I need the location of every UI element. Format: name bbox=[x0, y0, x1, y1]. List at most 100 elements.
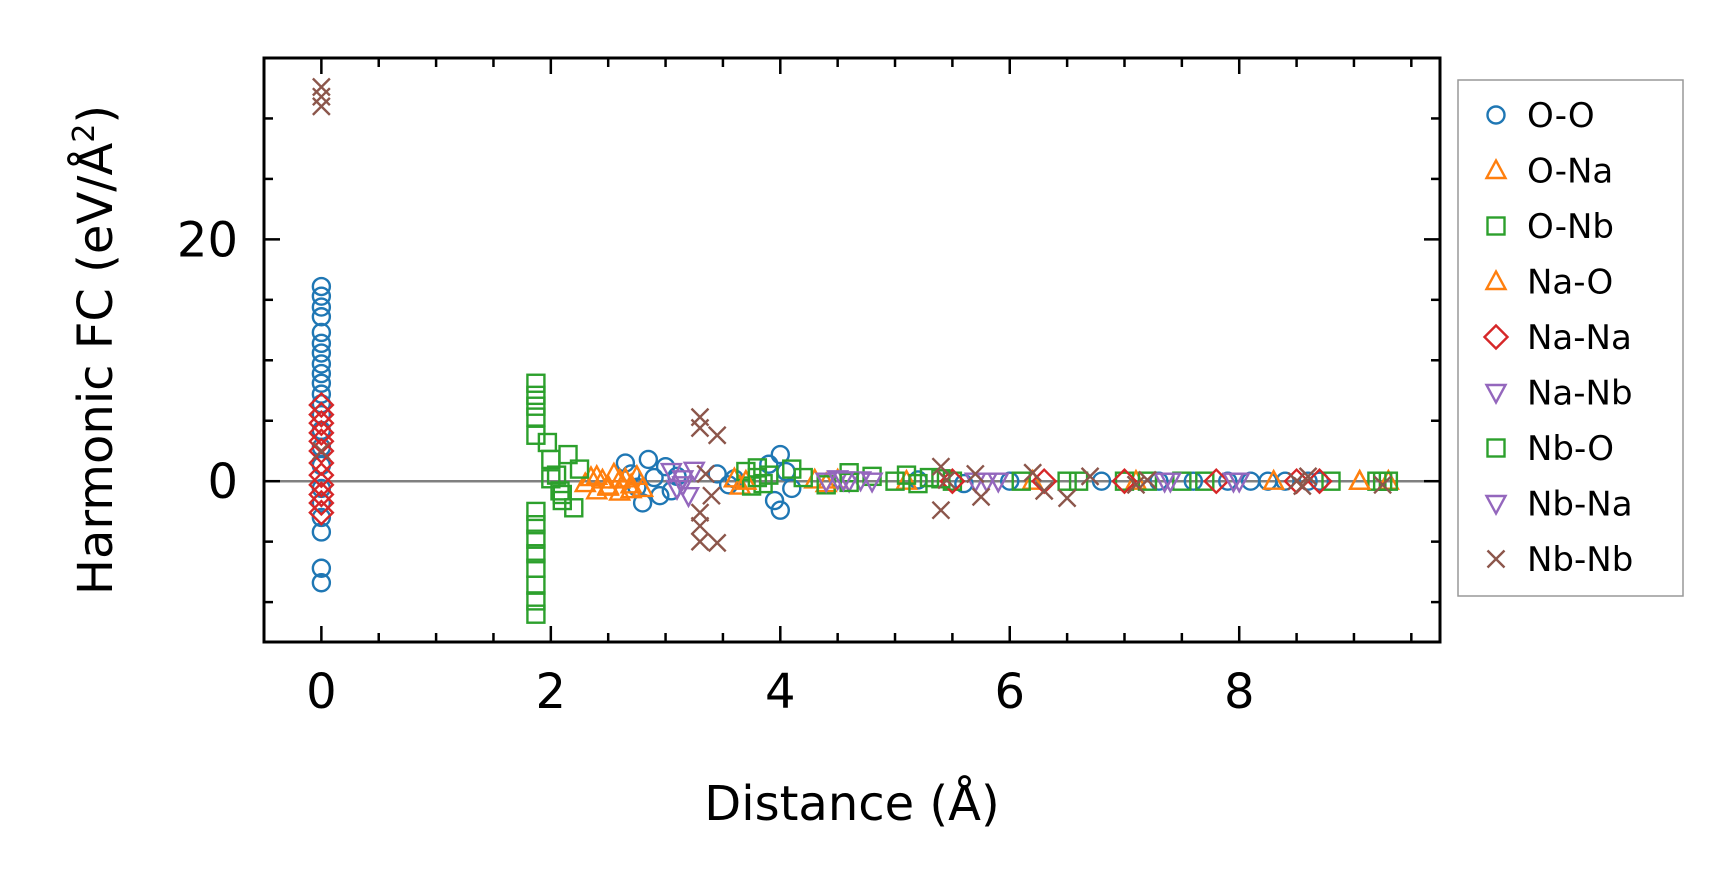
data-point bbox=[308, 499, 335, 526]
series-na-na bbox=[308, 391, 1333, 526]
data-point bbox=[971, 487, 991, 507]
data-point bbox=[1021, 468, 1045, 490]
legend-marker bbox=[1482, 323, 1510, 351]
x-tick-label: 2 bbox=[536, 664, 567, 720]
y-tick-label: 20 bbox=[177, 212, 238, 268]
data-point bbox=[860, 472, 884, 494]
data-point bbox=[311, 373, 332, 393]
axis-ticks bbox=[262, 56, 1440, 642]
data-point bbox=[690, 516, 710, 536]
data-point bbox=[308, 489, 335, 517]
data-point bbox=[311, 354, 332, 374]
data-point bbox=[782, 478, 802, 499]
x-tick-labels: 0 2 4 6 8 bbox=[306, 664, 1254, 720]
legend-label: O-Na bbox=[1527, 152, 1613, 192]
legend-label: Na-Na bbox=[1527, 318, 1632, 358]
data-point bbox=[1348, 468, 1372, 490]
data-point bbox=[814, 472, 838, 494]
data-point bbox=[619, 477, 643, 499]
data-point bbox=[311, 276, 332, 297]
data-point bbox=[793, 467, 813, 488]
data-point bbox=[552, 484, 573, 505]
legend-label: O-O bbox=[1527, 96, 1595, 136]
data-point bbox=[579, 465, 603, 487]
legend-label: Nb-Na bbox=[1527, 485, 1633, 525]
series-o-o bbox=[311, 276, 1330, 593]
plot-frame bbox=[262, 56, 1442, 644]
data-point bbox=[1227, 472, 1251, 494]
data-point bbox=[1306, 467, 1333, 495]
data-point bbox=[690, 503, 710, 522]
data-point bbox=[526, 604, 546, 624]
legend-label: Na-O bbox=[1527, 263, 1613, 303]
data-point bbox=[931, 500, 951, 520]
y-tick-labels: 0 20 bbox=[177, 212, 238, 510]
legend-label: O-Nb bbox=[1527, 207, 1614, 247]
data-point bbox=[682, 461, 706, 483]
data-point bbox=[526, 425, 546, 445]
data-point bbox=[1275, 471, 1295, 491]
data-point bbox=[707, 425, 727, 445]
data-point bbox=[526, 575, 546, 595]
y-axis-title-main: Harmonic FC (eV/Å bbox=[67, 143, 124, 596]
data-point bbox=[311, 573, 332, 593]
data-point bbox=[537, 432, 558, 453]
data-point bbox=[526, 385, 546, 406]
data-point bbox=[1183, 471, 1204, 491]
data-point bbox=[1298, 467, 1318, 486]
data-point bbox=[728, 473, 752, 495]
data-point bbox=[1373, 475, 1392, 495]
x-tick-label: 6 bbox=[994, 664, 1025, 720]
data-point bbox=[608, 467, 632, 489]
data-point bbox=[1262, 468, 1286, 490]
data-points bbox=[308, 77, 1400, 624]
legend-marker bbox=[1486, 549, 1506, 569]
x-tick-label: 0 bbox=[306, 664, 337, 720]
data-point bbox=[1172, 471, 1192, 491]
data-point bbox=[1195, 471, 1215, 491]
data-point bbox=[311, 307, 332, 327]
legend-label: Nb-Nb bbox=[1527, 540, 1633, 580]
data-point bbox=[1000, 471, 1020, 491]
data-point bbox=[690, 418, 710, 438]
data-point bbox=[734, 468, 758, 490]
data-point bbox=[312, 77, 331, 97]
data-point bbox=[937, 470, 957, 490]
data-point bbox=[1126, 475, 1146, 495]
data-point bbox=[975, 472, 999, 494]
data-point bbox=[759, 465, 779, 485]
data-point bbox=[311, 507, 332, 528]
data-point bbox=[894, 468, 919, 490]
data-point bbox=[308, 409, 335, 437]
legend-marker bbox=[1486, 105, 1506, 125]
data-point bbox=[690, 532, 710, 551]
data-point bbox=[311, 493, 332, 513]
data-point bbox=[707, 464, 727, 484]
data-point bbox=[526, 396, 546, 416]
data-point bbox=[558, 444, 578, 465]
data-point bbox=[638, 449, 659, 470]
legend-marker bbox=[1484, 268, 1508, 291]
series-nb-nb bbox=[312, 77, 1392, 553]
data-point bbox=[632, 493, 653, 513]
data-point bbox=[1153, 472, 1177, 494]
data-point bbox=[311, 455, 332, 476]
x-axis-title: Distance (Å) bbox=[704, 775, 999, 832]
data-point bbox=[569, 459, 590, 479]
y-tick-label: 0 bbox=[207, 454, 238, 510]
legend-label: Nb-O bbox=[1527, 429, 1614, 469]
data-point bbox=[986, 472, 1010, 494]
data-point bbox=[1057, 471, 1077, 491]
data-point bbox=[615, 453, 636, 473]
legend: O-O O-Na O-Nb Na-O Na-Na Na-Nb Nb-O Nb-Na Nb-Nb bbox=[1457, 79, 1684, 597]
data-point bbox=[759, 454, 779, 474]
data-point bbox=[1309, 471, 1330, 491]
data-point bbox=[311, 363, 332, 384]
x-tick-label: 8 bbox=[1224, 664, 1255, 720]
data-point bbox=[671, 476, 695, 498]
data-point bbox=[311, 343, 332, 363]
legend-box bbox=[1457, 79, 1684, 597]
data-point bbox=[308, 471, 335, 499]
series-o-nb bbox=[526, 373, 1399, 624]
data-point bbox=[308, 481, 335, 508]
